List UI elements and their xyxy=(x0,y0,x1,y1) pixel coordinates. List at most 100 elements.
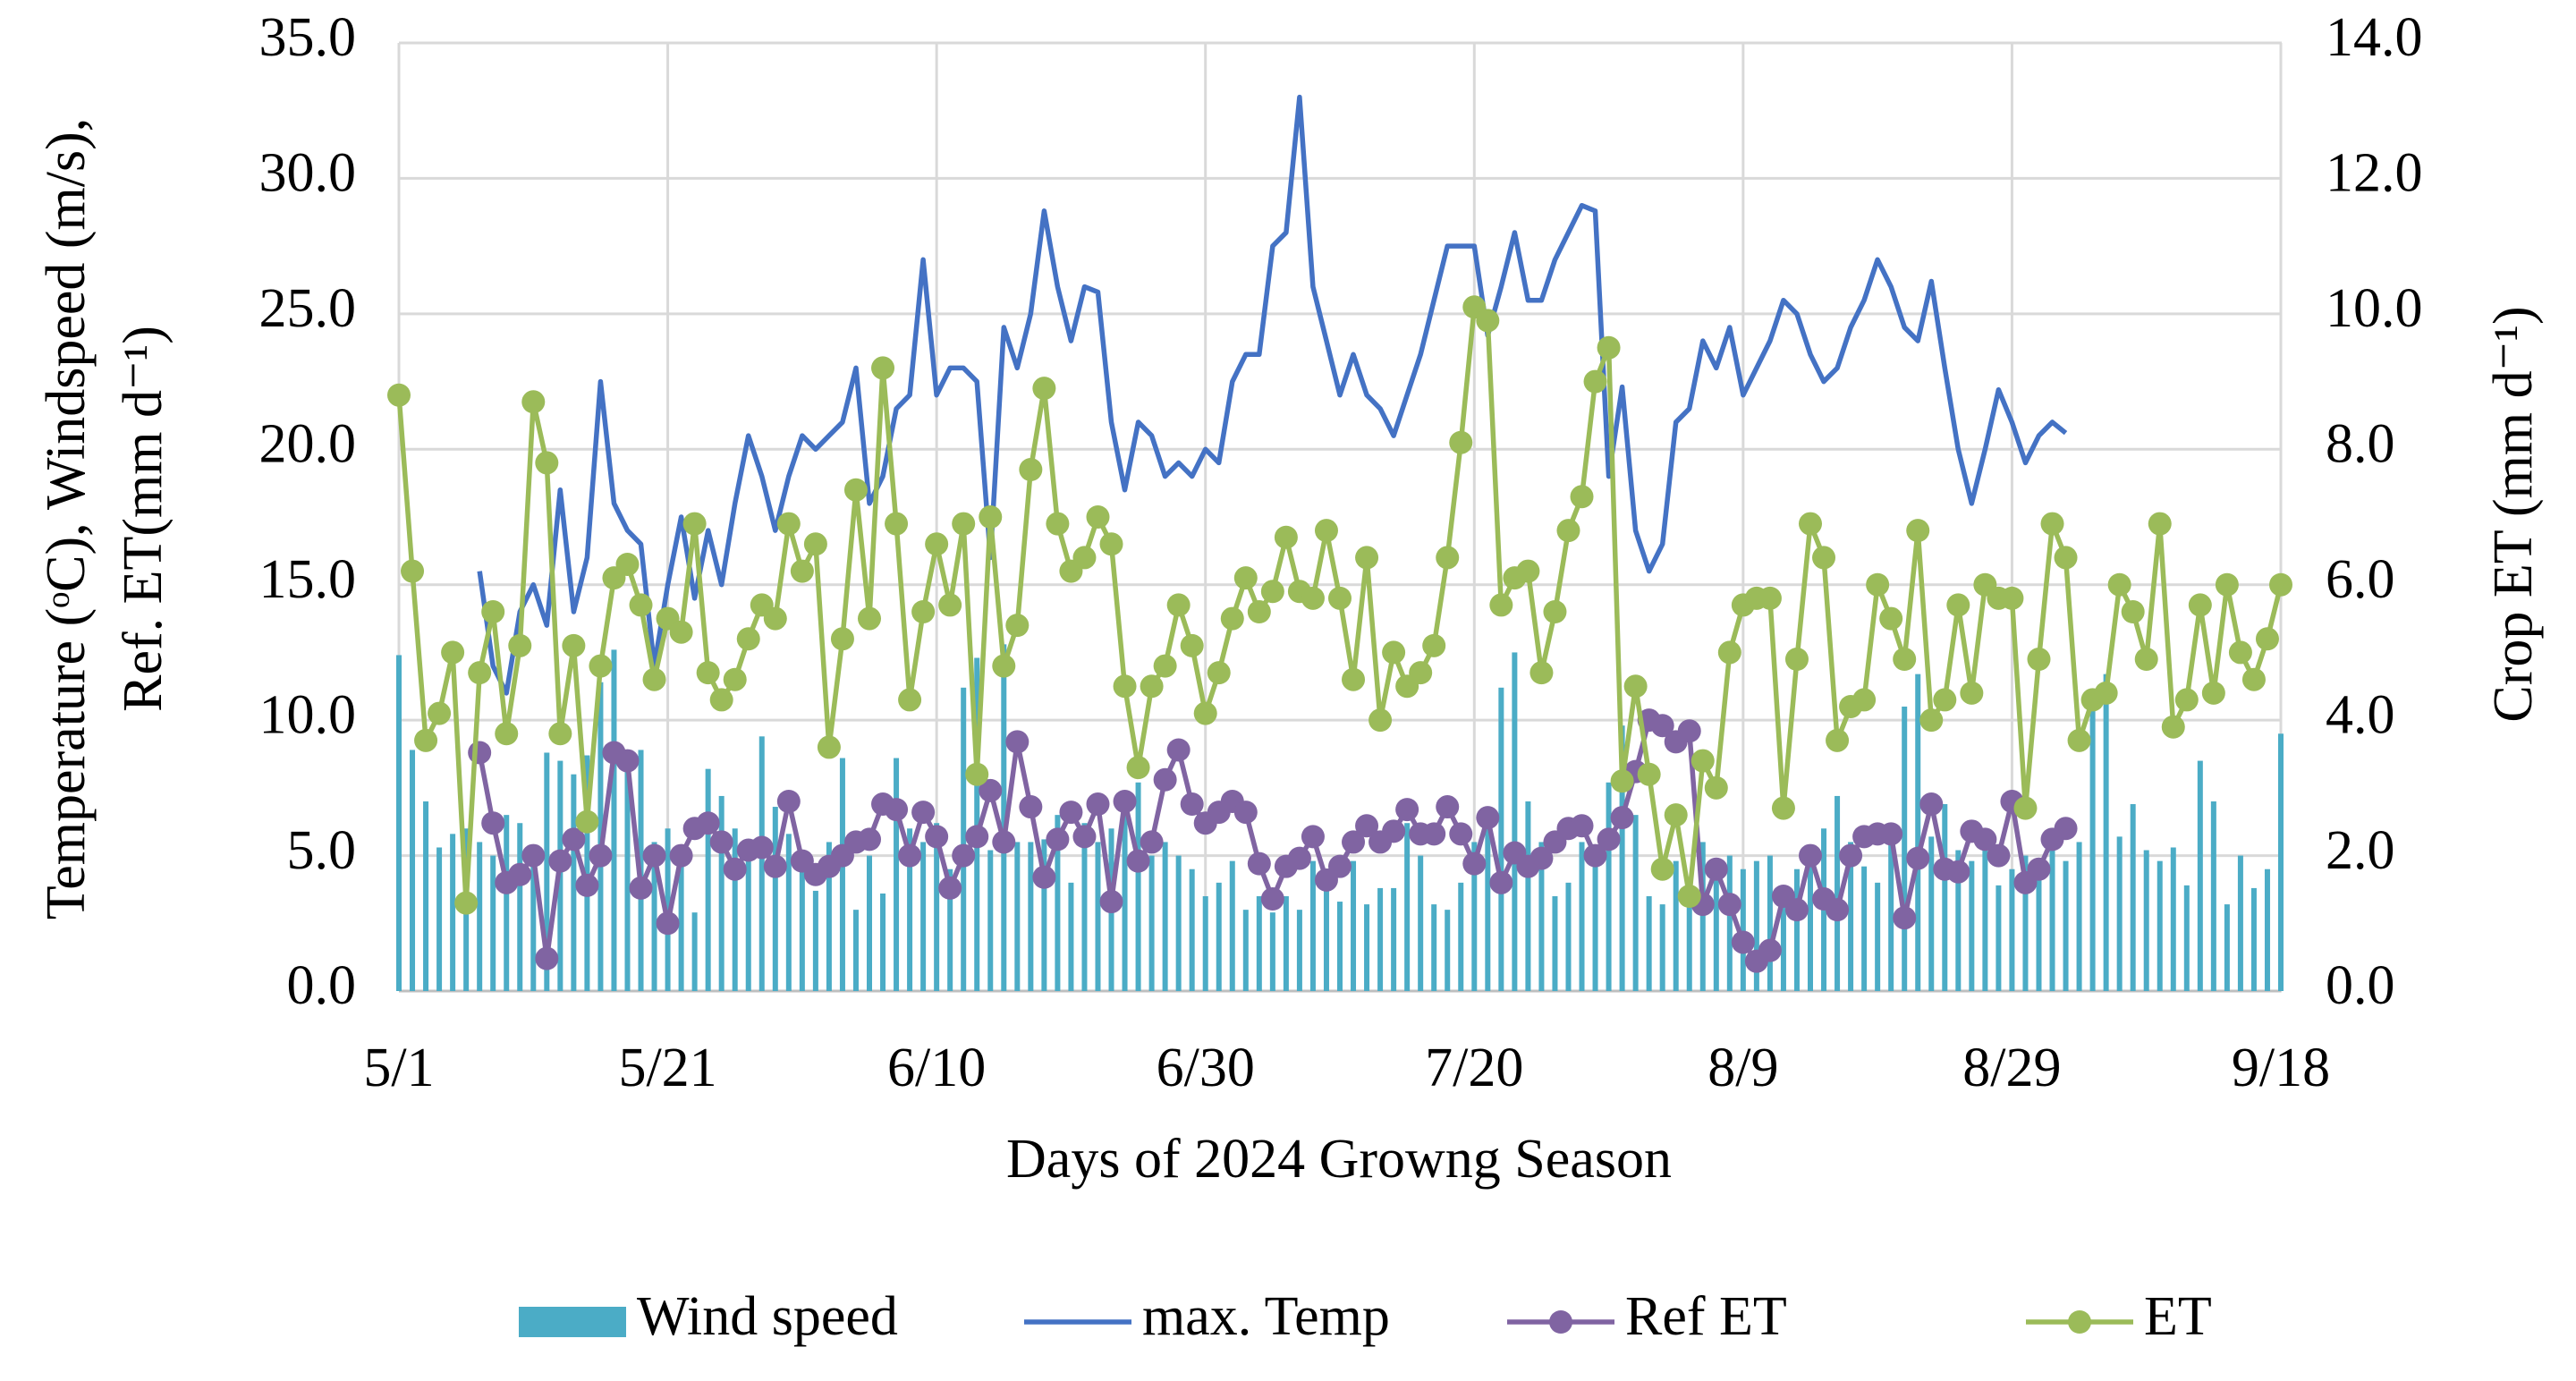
bar xyxy=(477,842,483,991)
bar xyxy=(961,687,967,991)
bar xyxy=(1659,904,1665,991)
bar xyxy=(1525,801,1531,991)
marker xyxy=(1233,801,1258,825)
marker xyxy=(2121,600,2145,623)
marker xyxy=(562,827,586,851)
marker xyxy=(992,830,1016,854)
marker xyxy=(1140,674,1164,699)
bar xyxy=(1955,850,1962,991)
bar xyxy=(785,834,792,991)
marker xyxy=(454,891,479,915)
bar xyxy=(1969,860,1975,991)
marker xyxy=(1677,719,1701,743)
bar xyxy=(1485,807,1491,991)
marker xyxy=(1771,796,1795,820)
marker xyxy=(2201,681,2225,705)
y-tick-label: 0.0 xyxy=(287,955,357,1016)
bar xyxy=(1579,842,1585,991)
bar xyxy=(2103,674,2109,991)
bar xyxy=(1068,882,1074,991)
bar xyxy=(974,657,980,991)
y-tick-label: 5.0 xyxy=(287,820,357,881)
y-tick-label: 20.0 xyxy=(259,414,357,475)
bar xyxy=(1780,896,1786,991)
bar xyxy=(1014,842,1021,991)
marker xyxy=(1973,827,1997,851)
marker xyxy=(1556,519,1580,543)
marker xyxy=(1906,846,1930,870)
legend-marker xyxy=(2068,1310,2091,1334)
marker xyxy=(441,640,465,665)
bar xyxy=(852,910,859,991)
y-tick-label: 30.0 xyxy=(259,143,357,204)
bar xyxy=(2036,877,2042,991)
marker xyxy=(508,633,532,657)
bar xyxy=(1915,674,1921,991)
marker xyxy=(1193,701,1217,725)
bar xyxy=(1229,860,1235,991)
y-axis-title-line: Ref. ET(mm d⁻¹) xyxy=(113,326,174,712)
marker xyxy=(1274,525,1298,549)
bar xyxy=(2076,842,2082,991)
marker xyxy=(2269,572,2292,597)
line xyxy=(477,94,2068,696)
marker xyxy=(589,654,613,678)
bar xyxy=(1122,815,1128,991)
legend-marker xyxy=(1549,1310,1572,1334)
marker xyxy=(803,532,827,556)
marker xyxy=(1382,640,1406,665)
marker xyxy=(468,741,492,765)
marker xyxy=(1489,593,1513,617)
bar xyxy=(1458,882,1464,991)
legend-label: Wind speed xyxy=(637,1286,898,1347)
marker xyxy=(979,505,1003,529)
bar xyxy=(2210,801,2216,991)
marker xyxy=(428,701,452,725)
marker xyxy=(535,451,559,475)
bar xyxy=(799,855,805,991)
marker xyxy=(1140,830,1164,854)
marker xyxy=(1247,851,1271,876)
marker xyxy=(992,654,1016,678)
marker xyxy=(1220,606,1244,631)
marker xyxy=(1153,654,1177,678)
bar xyxy=(1632,815,1639,991)
marker xyxy=(1019,795,1043,819)
bar xyxy=(651,842,657,991)
marker xyxy=(885,798,909,822)
marker xyxy=(1866,572,1890,597)
bar xyxy=(2130,804,2136,991)
marker xyxy=(1543,600,1567,623)
marker xyxy=(495,722,519,746)
marker xyxy=(589,843,613,868)
marker xyxy=(1516,559,1540,583)
marker xyxy=(2094,681,2118,705)
marker xyxy=(1328,854,1352,878)
bar xyxy=(1471,842,1478,991)
bar xyxy=(894,758,900,991)
marker xyxy=(776,790,801,813)
bar xyxy=(1148,855,1155,991)
bar xyxy=(1538,842,1545,991)
marker xyxy=(965,762,989,786)
marker xyxy=(1462,851,1487,876)
bar xyxy=(1996,885,2002,991)
x-tick-label: 5/21 xyxy=(618,1038,716,1098)
marker xyxy=(1342,830,1366,854)
bar xyxy=(2224,904,2230,991)
marker xyxy=(1826,898,1850,922)
marker xyxy=(414,728,438,752)
marker xyxy=(1610,806,1634,830)
marker xyxy=(575,809,599,834)
marker xyxy=(2107,572,2131,597)
bar xyxy=(907,828,913,991)
bar xyxy=(544,752,550,991)
x-tick-label: 8/29 xyxy=(1962,1038,2061,1098)
bar xyxy=(678,855,684,991)
bar xyxy=(1216,882,1222,991)
bar xyxy=(1888,842,1894,991)
bar xyxy=(826,842,832,991)
bar xyxy=(1498,687,1504,991)
marker xyxy=(1690,749,1715,773)
marker xyxy=(1436,795,1460,819)
